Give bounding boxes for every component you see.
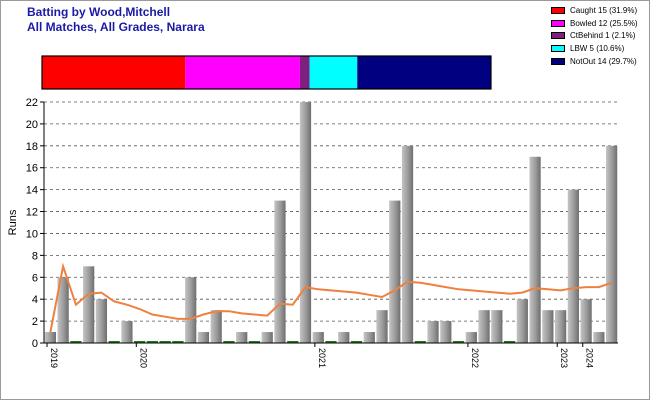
zero-score-marker (223, 341, 235, 343)
legend-item-lbw: LBW 5 (10.6%) (551, 42, 638, 55)
runs-bar (491, 310, 503, 343)
legend-item-caught: Caught 15 (31.9%) (551, 4, 638, 17)
zero-score-marker (287, 341, 299, 343)
zero-score-marker (325, 341, 337, 343)
runs-bar (529, 156, 541, 343)
y-tick-label: 10 (26, 228, 38, 240)
zero-score-marker (70, 341, 82, 343)
legend-label: Bowled 12 (25.5%) (570, 18, 638, 28)
legend-item-bowled: Bowled 12 (25.5%) (551, 17, 638, 30)
y-tick-label: 14 (26, 185, 38, 197)
runs-bar (554, 310, 567, 343)
dismissal-breakdown-bar (41, 55, 492, 90)
x-year-label: 2019 (49, 348, 59, 368)
legend-label: CtBehind 1 (2.1%) (570, 31, 636, 41)
y-tick-label: 20 (26, 119, 38, 131)
zero-score-marker (248, 341, 261, 343)
zero-score-marker (350, 341, 363, 343)
runs-bar (516, 299, 528, 343)
runs-bar (236, 332, 248, 343)
runs-bar (465, 332, 477, 343)
y-tick-label: 16 (26, 163, 38, 175)
runs-bar (95, 299, 108, 343)
zero-score-marker (503, 341, 516, 343)
legend-swatch (551, 6, 565, 14)
y-tick-label: 0 (32, 338, 38, 350)
runs-bar (274, 200, 286, 343)
runs-bar (185, 277, 197, 343)
runs-bar (83, 266, 95, 343)
legend-label: LBW 5 (10.6%) (570, 43, 625, 53)
x-year-label: 2024 (585, 348, 595, 368)
legend-label: NotOut 14 (29.7%) (570, 56, 637, 66)
runs-bar (440, 321, 452, 343)
runs-bar (478, 310, 490, 343)
legend: Caught 15 (31.9%) Bowled 12 (25.5%) CtBe… (551, 4, 638, 67)
zero-score-marker (108, 341, 120, 343)
dismissal-segment-bowled (185, 56, 300, 89)
runs-bar (376, 310, 388, 343)
dismissal-bar-border (41, 55, 492, 90)
y-tick-label: 2 (32, 316, 38, 328)
runs-bar (197, 332, 210, 343)
y-tick-label: 18 (26, 141, 38, 153)
x-year-label: 2020 (138, 348, 148, 368)
dismissal-segment-ctbehind (299, 56, 310, 89)
zero-score-marker (146, 341, 159, 343)
runs-bar (338, 332, 350, 343)
x-year-label: 2022 (470, 348, 480, 368)
y-tick-label: 12 (26, 207, 38, 219)
y-axis-title: Runs (7, 209, 19, 235)
y-tick-label: 4 (32, 294, 38, 306)
runs-bar (312, 332, 324, 343)
legend-swatch (551, 32, 565, 40)
zero-score-marker (414, 341, 426, 343)
runs-bar (389, 200, 401, 343)
zero-score-marker (159, 341, 171, 343)
runs-bar (363, 332, 375, 343)
y-tick-label: 8 (32, 250, 38, 262)
legend-swatch (551, 44, 565, 52)
legend-swatch (551, 57, 565, 65)
runs-bar (593, 332, 605, 343)
runs-bar (261, 332, 273, 343)
chart-title: Batting by Wood,Mitchell (27, 5, 171, 19)
zero-score-marker (452, 341, 465, 343)
x-year-label: 2021 (317, 348, 327, 368)
runs-bar (427, 321, 439, 343)
legend-item-ctbehind: CtBehind 1 (2.1%) (551, 29, 638, 42)
runs-bar (299, 102, 312, 343)
runs-bar (580, 299, 592, 343)
legend-label: Caught 15 (31.9%) (570, 5, 638, 15)
runs-bar (44, 332, 56, 343)
zero-score-marker (134, 341, 146, 343)
runs-bar (57, 277, 69, 343)
chart-subtitle: All Matches, All Grades, Narara (27, 20, 205, 34)
runs-bar (606, 145, 618, 343)
runs-bar (567, 189, 579, 343)
runs-bar (121, 321, 133, 343)
dismissal-segment-notout (357, 56, 491, 89)
runs-bar (542, 310, 554, 343)
dismissal-segment-lbw (309, 56, 358, 89)
y-tick-label: 6 (32, 272, 38, 284)
dismissal-segment-caught (42, 56, 186, 89)
legend-item-notout: NotOut 14 (29.7%) (551, 55, 638, 68)
average-line (49, 262, 612, 333)
y-tick-label: 22 (26, 97, 38, 109)
x-year-label: 2023 (559, 348, 569, 368)
runs-bar (401, 145, 414, 343)
zero-score-marker (172, 341, 184, 343)
legend-swatch (551, 19, 565, 27)
runs-bar (210, 310, 222, 343)
